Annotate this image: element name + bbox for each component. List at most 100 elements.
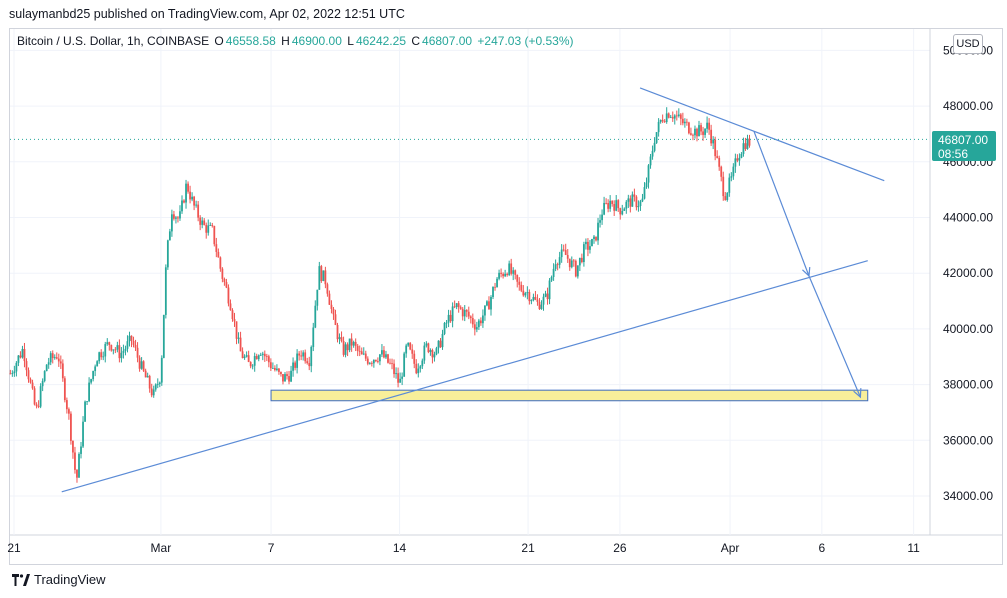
candle <box>235 321 238 345</box>
candle-body <box>342 340 345 355</box>
candle-body <box>538 301 541 310</box>
candle <box>314 300 317 329</box>
candle-body <box>740 153 743 158</box>
candle-body <box>570 260 573 268</box>
candle-body <box>199 217 202 225</box>
candle-body <box>397 373 399 383</box>
candle <box>280 371 282 377</box>
candle-body <box>177 217 179 219</box>
x-tick-label: 6 <box>818 541 825 555</box>
candle <box>23 342 26 368</box>
candle-body <box>249 362 252 367</box>
candle <box>221 267 224 283</box>
candle-body <box>704 128 706 135</box>
candle-body <box>78 453 80 478</box>
candle <box>700 122 702 136</box>
candle-body <box>447 314 450 323</box>
candle <box>110 344 113 352</box>
candle <box>381 344 383 358</box>
candle <box>463 305 466 322</box>
candle <box>568 258 571 271</box>
candle <box>601 209 603 225</box>
candle-body <box>292 362 294 371</box>
candle <box>122 344 125 359</box>
candle <box>580 253 583 264</box>
candle <box>379 353 381 366</box>
candle-body <box>475 327 478 330</box>
candle <box>241 347 244 359</box>
candle <box>90 378 93 385</box>
candle <box>330 300 333 314</box>
candle <box>213 225 216 247</box>
candle <box>259 352 262 356</box>
candle-body <box>17 355 20 363</box>
candle <box>492 286 494 300</box>
candle-body <box>605 202 608 204</box>
candle <box>108 341 111 351</box>
candle-body <box>98 352 101 362</box>
candle-body <box>304 352 307 362</box>
candle <box>671 111 674 122</box>
upper-trendline <box>639 87 885 182</box>
candle-body <box>694 128 696 136</box>
candle-body <box>692 134 694 136</box>
candle <box>128 331 131 347</box>
candle <box>582 241 585 267</box>
candle <box>617 199 620 212</box>
candle <box>227 284 230 307</box>
candle-body <box>245 355 248 357</box>
candle-body <box>736 158 739 161</box>
candle <box>669 114 672 119</box>
candle-body <box>635 196 638 208</box>
candle-body <box>47 362 50 365</box>
candle-body <box>532 296 535 301</box>
candle-body <box>102 356 105 358</box>
candle-body <box>136 347 139 358</box>
candle-body <box>37 406 40 407</box>
candle <box>409 342 412 351</box>
candle <box>239 331 242 352</box>
candle-body <box>441 333 444 348</box>
candle-body <box>625 201 628 209</box>
candle-body <box>108 342 111 345</box>
candle-body <box>647 165 650 183</box>
candle-body <box>366 358 369 364</box>
candle <box>473 319 476 336</box>
candle <box>502 272 505 279</box>
candle <box>647 164 650 189</box>
candle <box>233 312 236 327</box>
currency-button[interactable]: USD <box>953 34 983 54</box>
candle <box>558 251 561 269</box>
candle <box>96 360 99 367</box>
candle-body <box>500 272 502 274</box>
arrow-head <box>853 388 862 399</box>
candle-body <box>300 355 303 357</box>
candle <box>348 338 351 353</box>
candle <box>675 110 678 121</box>
candle-body <box>211 225 214 227</box>
candle-body <box>429 350 432 353</box>
candle-body <box>96 361 99 367</box>
close-label: C <box>411 34 421 48</box>
candle <box>526 286 529 300</box>
candle <box>114 347 117 354</box>
candle-body <box>142 361 145 371</box>
candle <box>740 152 743 159</box>
candle <box>193 195 196 211</box>
candle <box>441 329 444 350</box>
candle-body <box>716 156 719 158</box>
tradingview-footer[interactable]: TradingView <box>12 570 106 590</box>
candle-body <box>13 371 16 374</box>
candle <box>132 336 135 348</box>
candle <box>70 411 72 445</box>
candle-body <box>90 379 93 383</box>
candle-body <box>213 226 216 245</box>
candle-body <box>257 355 260 360</box>
candle <box>744 137 747 151</box>
candle-body <box>469 316 472 319</box>
candle <box>162 314 165 359</box>
candle <box>80 441 82 459</box>
candle <box>528 289 531 305</box>
candle <box>263 350 266 362</box>
